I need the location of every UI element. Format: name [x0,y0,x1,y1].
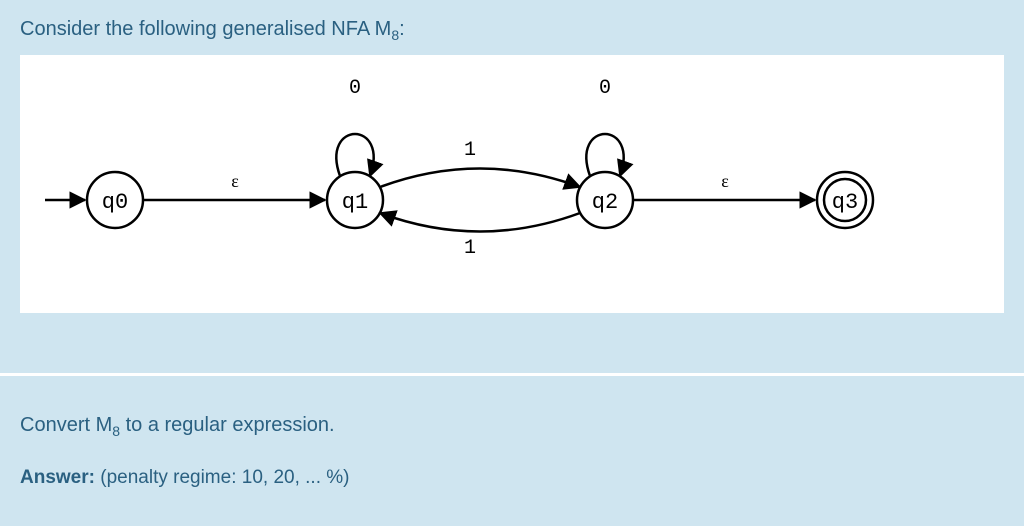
edge-q2-q1 [380,213,580,232]
convert-instruction: Convert M8 to a regular expression. [0,376,1024,439]
edge-q1-q2 [380,169,580,188]
convert-suffix: to a regular expression. [120,414,335,436]
state-q1-label: q1 [342,190,368,215]
selfloop-q2-label: 0 [599,77,611,100]
answer-line: Answer: (penalty regime: 10, 20, ... %) [0,439,1024,489]
edge-q2-q3-label: ε [721,171,729,191]
answer-label: Answer: [20,467,95,488]
selfloop-q1-label: 0 [349,77,361,100]
edge-q0-q1-label: ε [231,171,239,191]
convert-sub: 8 [112,423,120,439]
selfloop-q2 [586,134,623,176]
state-q3-label: q3 [832,190,858,215]
question-intro: Consider the following generalised NFA M… [0,0,1024,43]
state-q2-label: q2 [592,190,618,215]
intro-prefix: Consider the following generalised NFA M [20,18,391,40]
nfa-diagram: q0 q1 q2 q3 ε 1 1 ε 0 0 [20,55,1004,313]
intro-suffix: : [399,18,405,40]
convert-prefix: Convert M [20,414,112,436]
selfloop-q1 [336,134,373,176]
edge-q2-q1-label: 1 [464,237,476,260]
edge-q1-q2-label: 1 [464,139,476,162]
state-q0-label: q0 [102,190,128,215]
answer-regime: (penalty regime: 10, 20, ... %) [100,467,349,488]
intro-sub: 8 [391,27,399,43]
